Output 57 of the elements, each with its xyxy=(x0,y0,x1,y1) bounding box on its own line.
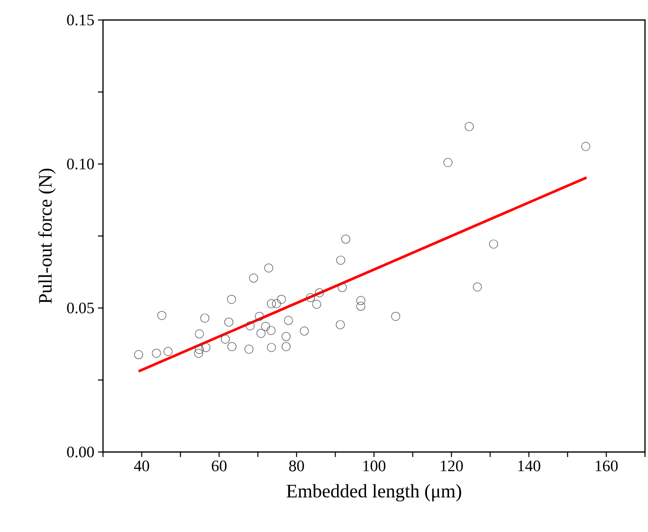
y-tick-label: 0.10 xyxy=(67,158,94,170)
y-tick-label: 0.05 xyxy=(67,302,94,314)
point xyxy=(194,348,204,358)
point xyxy=(227,342,236,352)
x-tick-label: 80 xyxy=(289,460,304,472)
x-tick-label: 60 xyxy=(212,460,227,472)
point xyxy=(276,294,286,304)
x-tick-label: 40 xyxy=(134,460,150,472)
point xyxy=(282,332,291,342)
point xyxy=(246,321,255,330)
point xyxy=(256,328,266,338)
point xyxy=(336,256,346,265)
point xyxy=(464,122,474,132)
point xyxy=(134,350,144,360)
x-axis-title: Embedded length (μm) xyxy=(286,484,462,502)
y-tick-label: 0.00 xyxy=(67,446,94,458)
x-tick-label: 160 xyxy=(596,460,618,472)
point xyxy=(472,282,482,292)
point xyxy=(224,318,234,327)
point xyxy=(227,294,236,304)
point xyxy=(443,158,452,168)
point xyxy=(157,310,166,320)
point xyxy=(249,274,258,283)
point xyxy=(312,300,322,309)
point xyxy=(266,326,276,335)
point xyxy=(314,288,324,298)
point xyxy=(581,142,590,151)
point xyxy=(356,296,366,306)
point xyxy=(391,312,400,321)
point xyxy=(201,342,210,352)
y-axis-title: Pull-out force (N) xyxy=(38,168,56,304)
point xyxy=(341,234,350,244)
point xyxy=(194,329,204,338)
point xyxy=(266,299,276,308)
point xyxy=(306,293,316,302)
point xyxy=(261,322,270,331)
point xyxy=(356,302,366,311)
point xyxy=(152,348,161,358)
x-tick-label: 140 xyxy=(518,460,540,472)
point xyxy=(284,316,293,325)
point xyxy=(489,240,498,249)
x-tick-label: 100 xyxy=(363,460,386,472)
point xyxy=(272,299,281,308)
x-tick-label: 120 xyxy=(440,460,463,472)
point xyxy=(194,344,204,354)
point xyxy=(164,346,173,356)
point xyxy=(264,263,274,272)
point xyxy=(300,326,309,336)
point xyxy=(266,342,276,352)
point xyxy=(338,283,347,292)
point xyxy=(254,312,264,321)
point xyxy=(220,334,230,344)
y-tick-label: 0.15 xyxy=(67,14,94,26)
point xyxy=(282,342,291,352)
point xyxy=(244,344,254,354)
point xyxy=(200,314,210,323)
point xyxy=(336,320,345,330)
